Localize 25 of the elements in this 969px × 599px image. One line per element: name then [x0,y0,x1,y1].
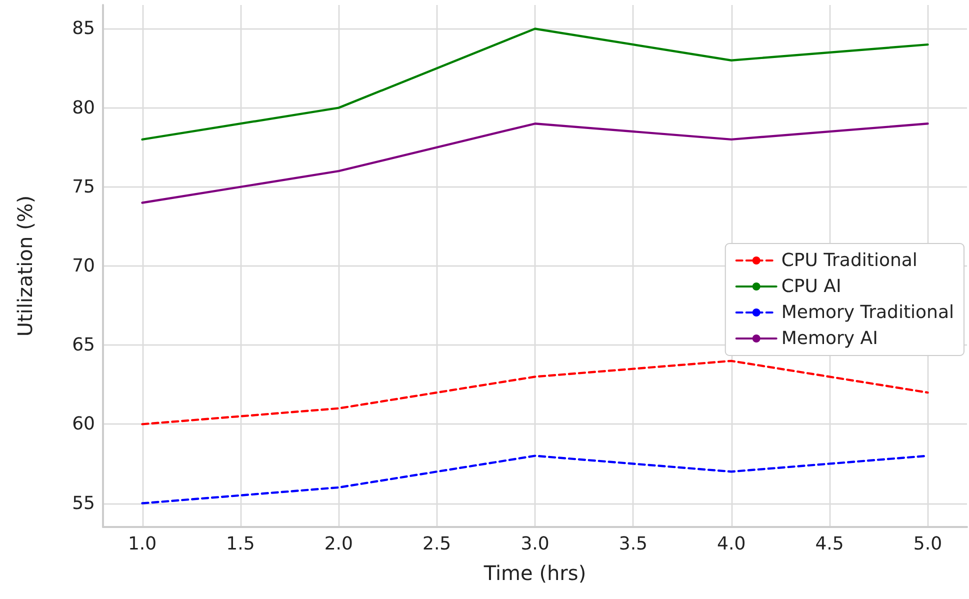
line-series [141,360,929,426]
y-tick-label: 75 [72,176,95,198]
x-tick-label: 2.5 [422,534,452,554]
y-tick-label: 70 [72,256,95,276]
legend-label: Memory Traditional [781,302,954,323]
x-tick-label: 1.0 [128,534,157,554]
y-tick-label: 65 [72,334,95,356]
y-tick-label: 55 [72,492,95,514]
y-axis-title: Utilization (%) [13,195,37,337]
line-series [141,122,929,204]
x-tick-label: 1.5 [226,534,255,554]
x-tick-label: 3.5 [618,534,648,554]
legend-label: Memory AI [781,328,878,349]
x-tick-label: 4.0 [717,534,746,554]
legend-label: CPU Traditional [781,250,918,271]
x-tick-label: 2.0 [324,534,353,554]
legend-label: CPU AI [781,276,842,297]
y-tick-label: 60 [72,414,95,435]
x-axis-title: Time (hrs) [482,561,586,585]
x-tick-label: 3.0 [520,534,550,554]
x-tick-label: 5.0 [913,534,942,554]
x-tick-label: 4.5 [815,534,844,554]
line-series [141,28,929,141]
y-tick-label: 85 [72,18,95,40]
y-tick-label: 80 [72,97,95,118]
